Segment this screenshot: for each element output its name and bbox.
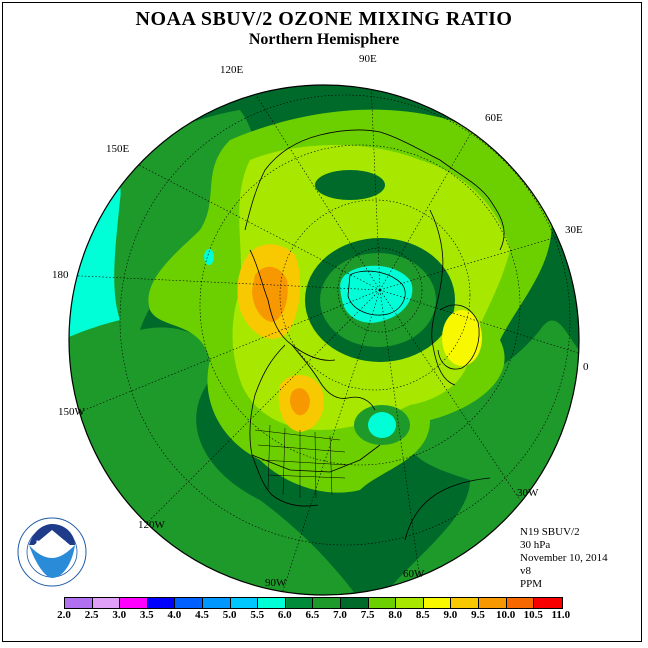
info-block: N19 SBUV/2 30 hPa November 10, 2014 v8 P… xyxy=(520,526,608,591)
colorbar-segment xyxy=(147,598,176,608)
colorbar-tick-label: 8.0 xyxy=(388,609,403,621)
colorbar-segment xyxy=(506,598,535,608)
lon-label: 30W xyxy=(517,487,539,499)
colorbar-tick-label: 7.5 xyxy=(360,609,375,621)
colorbar-segment xyxy=(175,598,203,608)
colorbar-tick-label: 9.0 xyxy=(443,609,458,621)
colorbar-segment xyxy=(65,598,93,608)
colorbar-segment xyxy=(340,598,369,608)
region-north-america-core xyxy=(289,388,310,416)
colorbar-tick-label: 7.0 xyxy=(333,609,347,621)
colorbar-tick-label: 6.5 xyxy=(305,609,320,621)
colorbar-tick-label: 4.5 xyxy=(195,609,209,621)
lon-label: 30E xyxy=(565,224,583,236)
region-pacific-edge xyxy=(69,340,93,440)
colorbar-tick-label: 5.0 xyxy=(222,609,237,621)
colorbar-segment xyxy=(451,598,479,608)
region-europe-high xyxy=(442,310,482,366)
colorbar-tick-label: 6.0 xyxy=(277,609,292,621)
map-boundary xyxy=(68,84,580,596)
colorbar-tick-label: 10.5 xyxy=(523,609,543,621)
figure-title: NOAA SBUV/2 OZONE MIXING RATIO xyxy=(135,8,513,30)
satellite-label: N19 SBUV/2 xyxy=(520,526,580,538)
lon-label: 120E xyxy=(220,64,244,76)
lon-label: 90W xyxy=(265,577,287,589)
colorbar-segment xyxy=(285,598,314,608)
lon-label: 60E xyxy=(485,112,503,124)
colorbar-tick-label: 3.0 xyxy=(112,609,127,621)
level-label: 30 hPa xyxy=(520,539,551,551)
colorbar-tick-label: 5.5 xyxy=(250,609,265,621)
colorbar-tick-label: 2.0 xyxy=(57,609,71,621)
colorbar-tick-label: 9.5 xyxy=(471,609,485,621)
colorbar-segment xyxy=(313,598,341,608)
noaa-logo: NOAA xyxy=(17,517,87,587)
version-label: v8 xyxy=(520,565,531,577)
region-kamchatka-core xyxy=(252,266,288,322)
lon-label: 180 xyxy=(52,269,69,281)
colorbar-segment xyxy=(120,598,148,608)
lon-label: 90E xyxy=(359,53,377,65)
colorbar-segment xyxy=(258,598,286,608)
lon-label: 0 xyxy=(583,361,589,373)
lon-label: 60W xyxy=(403,568,425,580)
logo-text: NOAA xyxy=(36,539,68,551)
units-label: PPM xyxy=(520,578,543,590)
colorbar-segment xyxy=(423,598,452,608)
date-label: November 10, 2014 xyxy=(520,552,608,564)
us-states xyxy=(254,424,349,499)
region-west-pacific-low xyxy=(69,169,121,340)
colorbar-tick-label: 8.5 xyxy=(415,609,430,621)
colorbar-segment xyxy=(368,598,397,608)
coastlines xyxy=(244,129,505,541)
lon-label: 150W xyxy=(58,406,86,418)
colorbar xyxy=(64,597,563,609)
colorbar-tick-label: 10.0 xyxy=(495,609,516,621)
figure-frame xyxy=(2,2,642,642)
longitude-labels: 90E 60E 30E 0 30W 60W 90W 120W 150W 180 … xyxy=(52,53,589,589)
lon-label: 120W xyxy=(138,519,166,531)
colorbar-tick-label: 3.5 xyxy=(139,609,154,621)
colorbar-segment xyxy=(478,598,507,608)
figure-subtitle: Northern Hemisphere xyxy=(248,31,400,48)
colorbar-segment xyxy=(396,598,424,608)
colorbar-segment xyxy=(202,598,231,608)
colorbar-tick-label: 2.5 xyxy=(84,609,99,621)
region-dark-blob xyxy=(315,170,385,200)
colorbar-tick-label: 4.0 xyxy=(167,609,182,621)
region-small-low xyxy=(204,249,214,265)
colorbar-segment xyxy=(92,598,121,608)
colorbar-segment xyxy=(534,598,562,608)
colorbar-segment xyxy=(230,598,259,608)
colorbar-tick-label: 11.0 xyxy=(551,609,571,621)
region-atlantic-low xyxy=(368,412,396,438)
lon-label: 150E xyxy=(106,143,130,155)
region-arctic-low xyxy=(340,265,413,323)
